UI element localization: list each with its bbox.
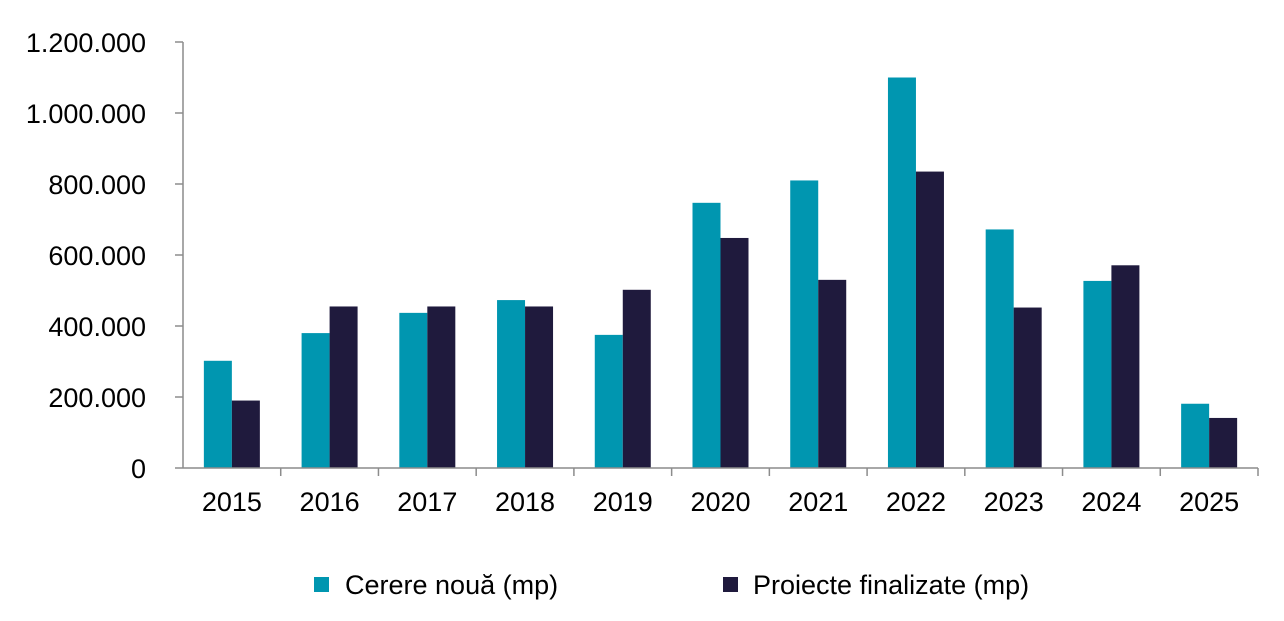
- bar-proiecte-finalizate-2020: [720, 237, 749, 468]
- bar-cerere-noua-2020: [692, 202, 721, 468]
- x-tick-label: 2022: [886, 487, 946, 517]
- bar-cerere-noua-2016: [301, 333, 330, 468]
- y-tick-label: 1.200.000: [26, 28, 146, 58]
- legend: Cerere nouă (mp) Proiecte finalizate (mp): [314, 570, 1029, 600]
- x-tick-label: 2016: [300, 487, 360, 517]
- x-tick-label: 2015: [202, 487, 262, 517]
- x-tick-label: 2019: [593, 487, 653, 517]
- bar-proiecte-finalizate-2019: [622, 289, 651, 468]
- bar-cerere-noua-2019: [594, 334, 623, 468]
- x-tick-label: 2021: [788, 487, 848, 517]
- bar-cerere-noua-2021: [790, 180, 819, 468]
- bar-cerere-noua-2017: [399, 312, 428, 468]
- bar-proiecte-finalizate-2023: [1013, 307, 1042, 468]
- legend-label: Proiecte finalizate (mp): [753, 570, 1029, 600]
- bar-cerere-noua-2024: [1083, 280, 1112, 468]
- bar-cerere-noua-2015: [203, 360, 232, 468]
- y-tick-label: 400.000: [48, 312, 146, 342]
- x-tick-label: 2018: [495, 487, 555, 517]
- x-tick-label: 2024: [1081, 487, 1141, 517]
- bar-proiecte-finalizate-2017: [427, 306, 456, 468]
- x-axis-ticks: 2015 2016 2017 2018 2019 2020 2021 2022 2023 2024…: [202, 468, 1259, 517]
- y-tick-label: 1.000.000: [26, 99, 146, 129]
- y-tick-label: 800.000: [48, 170, 146, 200]
- y-tick-label: 200.000: [48, 383, 146, 413]
- bar-proiecte-finalizate-2016: [329, 306, 358, 468]
- legend-swatch: [314, 577, 329, 592]
- bar-proiecte-finalizate-2022: [915, 171, 944, 468]
- bar-proiecte-finalizate-2024: [1111, 265, 1140, 468]
- bar-proiecte-finalizate-2018: [525, 306, 554, 468]
- y-tick-label: 0: [131, 454, 146, 484]
- bars-group: [203, 77, 1238, 468]
- legend-label: Cerere nouă (mp): [345, 570, 558, 600]
- bar-cerere-noua-2022: [887, 77, 916, 468]
- x-tick-label: 2025: [1179, 487, 1239, 517]
- bar-cerere-noua-2018: [497, 300, 526, 468]
- x-tick-label: 2023: [984, 487, 1044, 517]
- bar-proiecte-finalizate-2025: [1209, 417, 1238, 468]
- bar-cerere-noua-2023: [985, 229, 1014, 468]
- y-axis-ticks: 0 200.000 400.000 600.000 800.000 1.000.000 1.…: [26, 28, 183, 484]
- x-tick-label: 2017: [397, 487, 457, 517]
- bar-proiecte-finalizate-2021: [818, 279, 847, 468]
- y-tick-label: 600.000: [48, 241, 146, 271]
- legend-swatch: [723, 577, 738, 592]
- x-tick-label: 2020: [690, 487, 750, 517]
- bar-cerere-noua-2025: [1181, 403, 1210, 468]
- bar-proiecte-finalizate-2015: [231, 400, 260, 468]
